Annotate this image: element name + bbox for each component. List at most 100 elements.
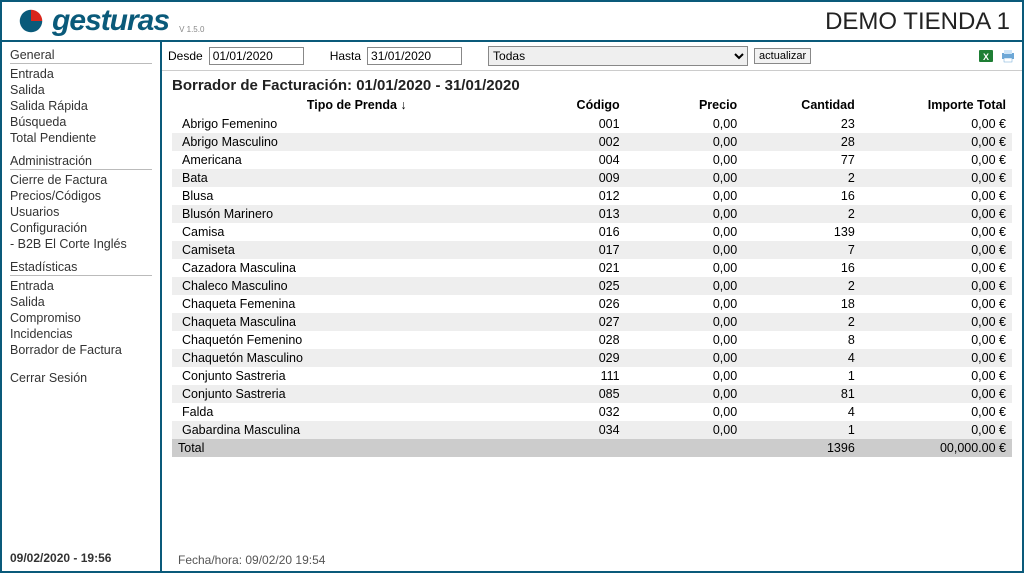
cell-price: 0,00	[626, 259, 744, 277]
sidebar-item[interactable]: Salida Rápida	[10, 98, 152, 114]
sidebar-item[interactable]: Total Pendiente	[10, 130, 152, 146]
cell-qty: 139	[743, 223, 861, 241]
cell-qty: 8	[743, 331, 861, 349]
table-row: Chaqueta Masculina0270,0020,00 €	[172, 313, 1012, 331]
sidebar-item[interactable]: Búsqueda	[10, 114, 152, 130]
cell-total: 0,00 €	[861, 133, 1012, 151]
cell-qty: 81	[743, 385, 861, 403]
logout-link[interactable]: Cerrar Sesión	[10, 370, 152, 386]
cell-total: 0,00 €	[861, 259, 1012, 277]
sidebar-item[interactable]: Compromiso	[10, 310, 152, 326]
table-row: Bata0090,0020,00 €	[172, 169, 1012, 187]
export-excel-icon[interactable]: X	[978, 48, 994, 64]
to-date-input[interactable]	[367, 47, 462, 65]
cell-total: 0,00 €	[861, 115, 1012, 134]
total-label: Total	[172, 439, 542, 457]
col-header-type[interactable]: Tipo de Prenda ↓	[172, 96, 542, 115]
cell-price: 0,00	[626, 403, 744, 421]
cell-code: 021	[542, 259, 626, 277]
sidebar-item[interactable]: Cierre de Factura	[10, 172, 152, 188]
cell-code: 004	[542, 151, 626, 169]
cell-total: 0,00 €	[861, 313, 1012, 331]
cell-total: 0,00 €	[861, 295, 1012, 313]
print-icon[interactable]	[1000, 48, 1016, 64]
col-header-qty[interactable]: Cantidad	[743, 96, 861, 115]
cell-price: 0,00	[626, 331, 744, 349]
from-date-input[interactable]	[209, 47, 304, 65]
sidebar-section-title: Administración	[10, 154, 152, 170]
cell-price: 0,00	[626, 205, 744, 223]
cell-code: 085	[542, 385, 626, 403]
cell-name: Chaleco Masculino	[172, 277, 542, 295]
col-header-price[interactable]: Precio	[626, 96, 744, 115]
report-timestamp: Fecha/hora: 09/02/20 19:54	[172, 549, 1012, 569]
cell-name: Chaqueta Femenina	[172, 295, 542, 313]
cell-name: Conjunto Sastreria	[172, 367, 542, 385]
table-row: Abrigo Masculino0020,00280,00 €	[172, 133, 1012, 151]
sidebar-item[interactable]: Salida	[10, 82, 152, 98]
cell-code: 013	[542, 205, 626, 223]
table-row: Conjunto Sastreria1110,0010,00 €	[172, 367, 1012, 385]
cell-total: 0,00 €	[861, 151, 1012, 169]
table-row: Camisa0160,001390,00 €	[172, 223, 1012, 241]
table-row: Blusón Marinero0130,0020,00 €	[172, 205, 1012, 223]
cell-price: 0,00	[626, 421, 744, 439]
cell-code: 028	[542, 331, 626, 349]
filter-select[interactable]: Todas	[488, 46, 748, 66]
cell-total: 0,00 €	[861, 223, 1012, 241]
table-row: Chaquetón Femenino0280,0080,00 €	[172, 331, 1012, 349]
table-row: Americana0040,00770,00 €	[172, 151, 1012, 169]
sidebar-item[interactable]: Incidencias	[10, 326, 152, 342]
cell-code: 025	[542, 277, 626, 295]
sidebar-section-title: General	[10, 48, 152, 64]
cell-price: 0,00	[626, 241, 744, 259]
sidebar-item[interactable]: Entrada	[10, 66, 152, 82]
total-qty: 1396	[743, 439, 861, 457]
cell-qty: 2	[743, 313, 861, 331]
cell-qty: 77	[743, 151, 861, 169]
cell-qty: 23	[743, 115, 861, 134]
col-header-total[interactable]: Importe Total	[861, 96, 1012, 115]
cell-qty: 2	[743, 169, 861, 187]
table-row: Abrigo Femenino0010,00230,00 €	[172, 115, 1012, 134]
brand-logo: gesturas	[14, 4, 169, 38]
cell-price: 0,00	[626, 151, 744, 169]
cell-code: 029	[542, 349, 626, 367]
cell-price: 0,00	[626, 313, 744, 331]
from-label: Desde	[168, 49, 203, 63]
to-label: Hasta	[330, 49, 361, 63]
col-header-code[interactable]: Código	[542, 96, 626, 115]
cell-code: 016	[542, 223, 626, 241]
cell-code: 111	[542, 367, 626, 385]
report-title: Borrador de Facturación: 01/01/2020 - 31…	[172, 77, 1012, 94]
cell-name: Camisa	[172, 223, 542, 241]
cell-total: 0,00 €	[861, 367, 1012, 385]
filter-bar: Desde Hasta Todas actualizar X	[162, 42, 1022, 71]
sidebar-item[interactable]: Precios/Códigos	[10, 188, 152, 204]
cell-name: Abrigo Femenino	[172, 115, 542, 134]
cell-code: 017	[542, 241, 626, 259]
sidebar-item[interactable]: Usuarios	[10, 204, 152, 220]
cell-price: 0,00	[626, 349, 744, 367]
sidebar-item[interactable]: Borrador de Factura	[10, 342, 152, 358]
main-content: Desde Hasta Todas actualizar X	[162, 42, 1022, 571]
cell-name: Americana	[172, 151, 542, 169]
version-label: V 1.5.0	[175, 25, 204, 38]
sidebar-item[interactable]: Configuración	[10, 220, 152, 236]
table-row: Camiseta0170,0070,00 €	[172, 241, 1012, 259]
sidebar-item[interactable]: Salida	[10, 294, 152, 310]
sidebar-datetime: 09/02/2020 - 19:56	[10, 547, 152, 565]
cell-name: Bata	[172, 169, 542, 187]
cell-code: 002	[542, 133, 626, 151]
update-button[interactable]: actualizar	[754, 48, 811, 64]
cell-qty: 1	[743, 367, 861, 385]
cell-total: 0,00 €	[861, 331, 1012, 349]
sidebar-item[interactable]: Entrada	[10, 278, 152, 294]
sidebar-item[interactable]: - B2B El Corte Inglés	[10, 236, 152, 252]
cell-qty: 28	[743, 133, 861, 151]
table-row: Chaqueta Femenina0260,00180,00 €	[172, 295, 1012, 313]
brand-name: gesturas	[52, 4, 169, 38]
cell-name: Camiseta	[172, 241, 542, 259]
cell-total: 0,00 €	[861, 403, 1012, 421]
cell-qty: 18	[743, 295, 861, 313]
